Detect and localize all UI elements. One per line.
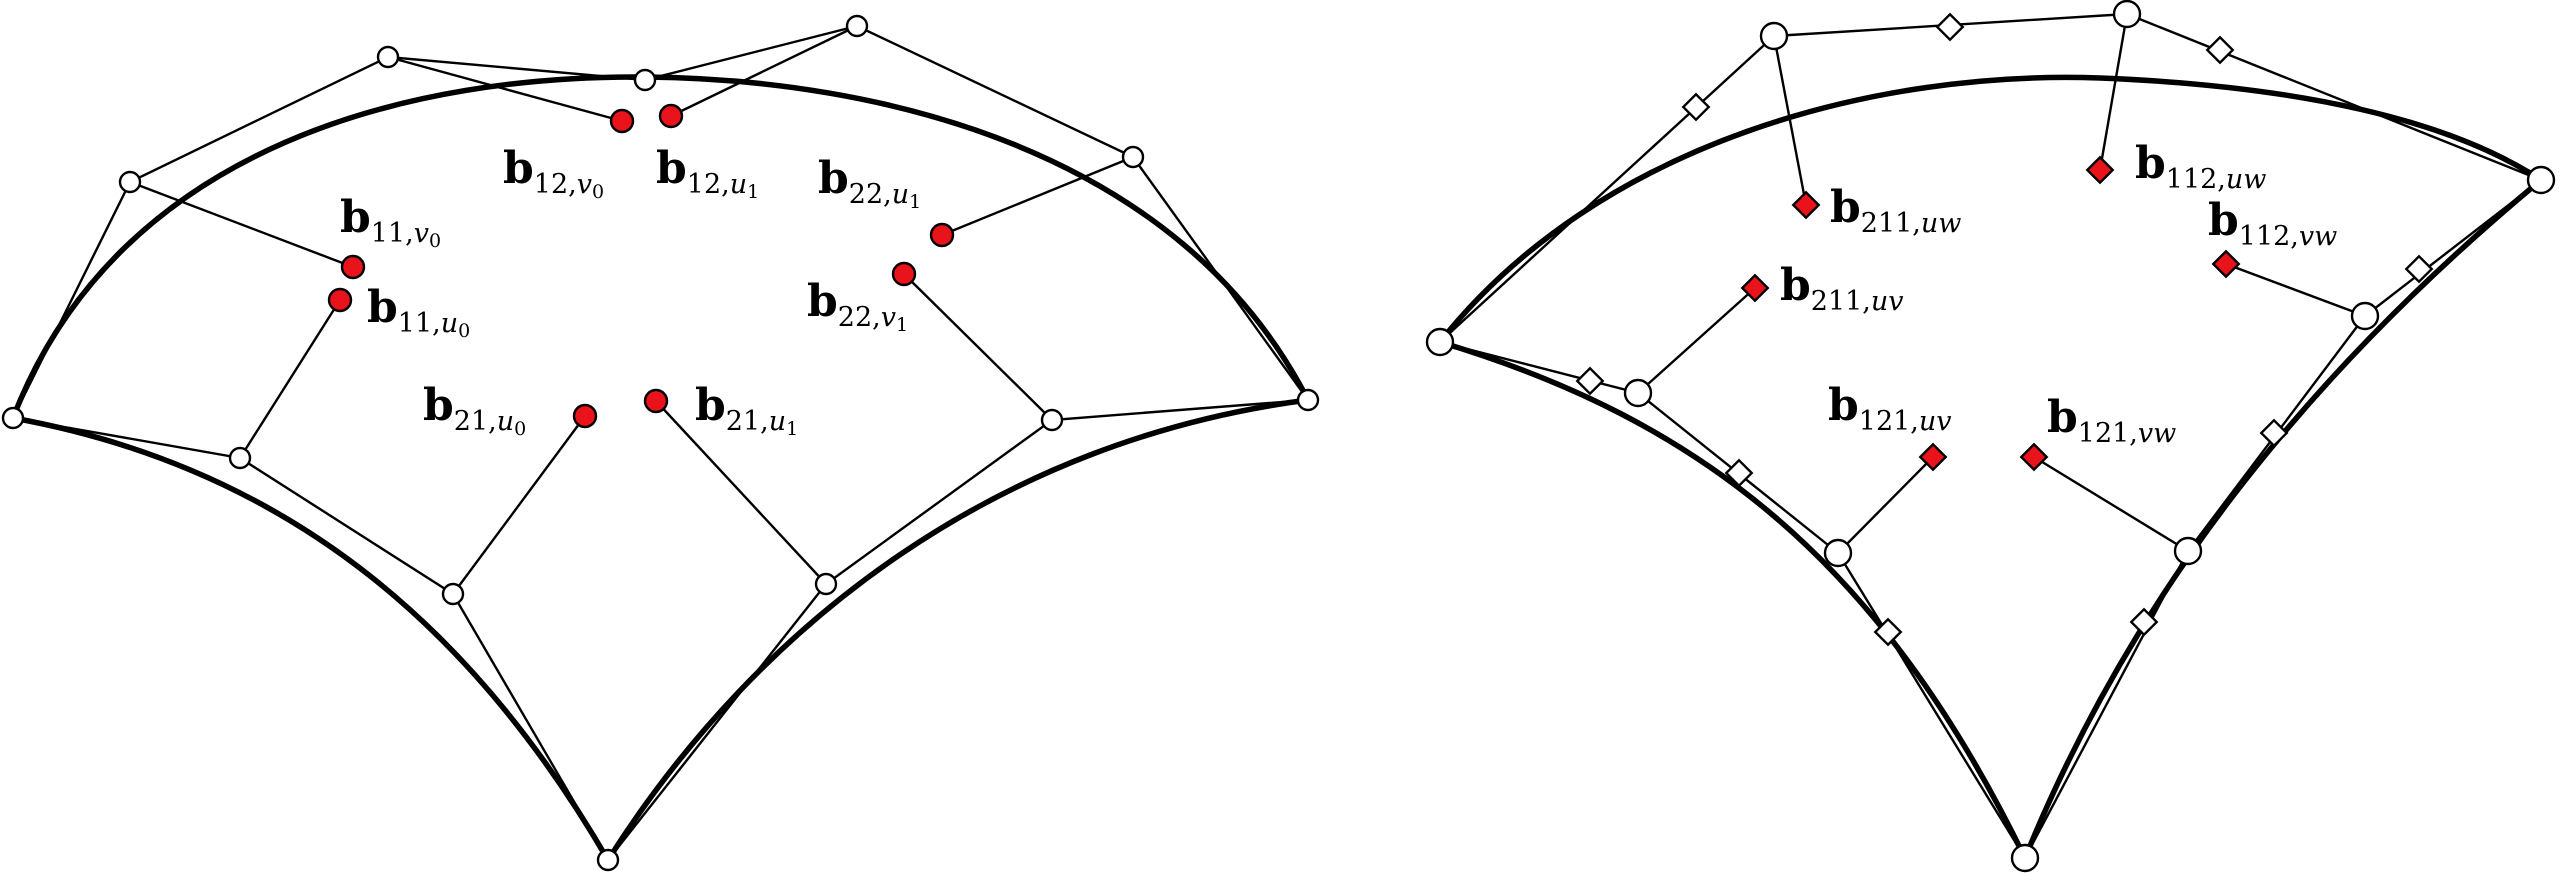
inner-point-b11u0 <box>327 287 353 313</box>
right-panel-triangular-patch: b112,uw b211,uw b112,vw b211,uv b121,uv … <box>1425 0 2556 873</box>
edge-point-diamond <box>1724 458 1754 488</box>
inner-point-b112uw <box>2085 155 2115 185</box>
right-boundary-points <box>1425 0 2556 873</box>
connector-b121vw <box>2033 455 2189 553</box>
right-right-polygon <box>2023 179 2542 859</box>
left-inner-points <box>327 103 955 429</box>
right-inner-points <box>1740 155 2241 472</box>
left-boundary-points <box>1 14 1320 872</box>
left-control-point <box>1121 145 1145 169</box>
left-control-point <box>814 572 838 596</box>
inner-point-b211uv <box>1740 273 1770 303</box>
label-b121vw: b121,vw <box>2047 392 2176 449</box>
connector-b211uv <box>1637 287 1756 394</box>
label-b11u0: b11,u0 <box>367 282 470 342</box>
connector-b22v1 <box>903 273 1053 421</box>
label-b121uv: b121,uv <box>1828 380 1952 437</box>
left-control-point <box>376 45 400 69</box>
connector-b11v0 <box>129 180 354 269</box>
left-top-boundary-curve <box>10 74 1311 419</box>
label-b21u1: b21,u1 <box>695 380 798 440</box>
right-right-boundary-curve <box>2022 177 2543 860</box>
inner-point-b121uv <box>1918 442 1948 472</box>
edge-point-diamond <box>1681 92 1711 122</box>
left-control-point <box>441 582 465 606</box>
inner-point-b121vw <box>2019 442 2049 472</box>
right-open-diamonds <box>1575 12 2434 647</box>
label-b211uw: b211,uw <box>1830 182 1961 239</box>
inner-point-b21u0 <box>572 403 598 429</box>
left-control-point <box>845 14 869 38</box>
label-b21u0: b21,u0 <box>423 380 526 440</box>
inner-point-b12u1 <box>658 103 684 129</box>
right-top-polygon <box>1439 12 2542 343</box>
left-right-polygon <box>607 398 1309 861</box>
left-control-point <box>1040 408 1064 432</box>
right-control-point <box>2112 0 2142 29</box>
left-control-point <box>228 446 252 470</box>
inner-point-b112vw <box>2211 249 2241 279</box>
left-control-point <box>633 68 657 92</box>
label-b211uv: b211,uv <box>1780 260 1904 317</box>
left-left-polygon <box>12 416 610 861</box>
left-control-point <box>1296 388 1320 412</box>
left-control-point <box>1 406 25 430</box>
connector-b21u1 <box>655 400 827 585</box>
right-control-point <box>1623 378 1653 408</box>
label-b11v0: b11,v0 <box>340 192 441 252</box>
connector-b121uv <box>1837 456 1934 554</box>
inner-point-b211uw <box>1791 190 1821 220</box>
connector-b211uw <box>1772 35 1808 206</box>
connector-b112uw <box>2098 13 2129 171</box>
edge-point-diamond <box>2259 418 2289 448</box>
inner-point-b11v0 <box>340 254 366 280</box>
label-b22v1: b22,v1 <box>807 276 908 336</box>
inner-point-b21u1 <box>643 388 669 414</box>
right-control-point <box>1823 538 1853 568</box>
left-boundary-curves <box>10 74 1311 862</box>
label-b112uw: b112,uw <box>2135 138 2266 195</box>
connector-b21u0 <box>452 415 586 595</box>
edge-point-diamond <box>2129 607 2159 637</box>
right-control-point <box>2173 536 2203 566</box>
right-left-boundary-curve <box>1439 339 2028 860</box>
inner-point-b22v1 <box>891 261 917 287</box>
left-control-point <box>118 170 142 194</box>
right-control-point <box>2010 843 2040 873</box>
edge-point-diamond <box>2404 254 2434 284</box>
right-control-polygon <box>1439 12 2542 859</box>
right-top-boundary-curve <box>1437 74 2543 344</box>
right-control-point <box>2526 165 2556 195</box>
left-panel-tensor-patch: b12,v0 b12,u1 b22,u1 b11,v0 b11,u0 b22,v… <box>1 14 1320 872</box>
edge-point-diamond <box>1873 617 1903 647</box>
right-control-point <box>2350 301 2380 331</box>
left-left-boundary-curve <box>12 415 611 862</box>
right-control-point <box>1425 327 1455 357</box>
left-control-point <box>596 848 620 872</box>
left-right-boundary-curve <box>605 397 1309 862</box>
inner-point-b12v0 <box>609 108 635 134</box>
inner-point-b22u1 <box>929 222 955 248</box>
connector-b112vw <box>2225 262 2366 318</box>
label-b12v0: b12,v0 <box>503 143 604 203</box>
left-labels: b12,v0 b12,u1 b22,u1 b11,v0 b11,u0 b22,v… <box>340 143 921 440</box>
label-b22u1: b22,u1 <box>818 153 921 213</box>
left-top-polygon <box>11 24 1309 419</box>
right-control-point <box>1759 21 1789 51</box>
edge-point-diamond <box>1575 366 1605 396</box>
edge-point-diamond <box>1935 12 1965 42</box>
right-labels: b112,uw b211,uw b112,vw b211,uv b121,uv … <box>1780 138 2337 449</box>
right-boundary-curves <box>1437 74 2543 860</box>
connector-b12v0 <box>387 55 623 123</box>
connector-b12u1 <box>670 24 858 118</box>
edge-point-diamond <box>2205 35 2235 65</box>
connector-b11u0 <box>238 299 342 459</box>
connector-b22u1 <box>941 155 1134 237</box>
label-b112vw: b112,vw <box>2208 195 2337 252</box>
label-b12u1: b12,u1 <box>656 143 759 203</box>
